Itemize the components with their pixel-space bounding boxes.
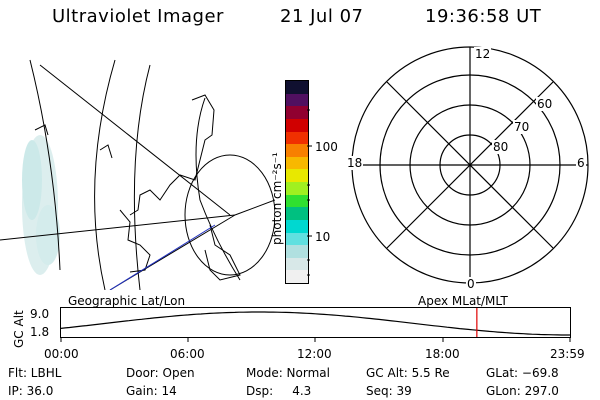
- apex-plot-caption: Apex MLat/MLT: [418, 294, 508, 308]
- geographic-map-caption: Geographic Lat/Lon: [68, 294, 186, 308]
- header-date: 21 Jul 07: [280, 6, 364, 27]
- orbit-y-tick-1-8: 1.8: [30, 325, 50, 339]
- satellite-track: [109, 224, 216, 290]
- colorbar: [285, 80, 309, 284]
- colorbar-step-9: [286, 156, 308, 170]
- polar-plot: [351, 46, 589, 284]
- orbit-altitude-plot: [60, 307, 571, 342]
- filter-status: Flt: LBHL: [8, 366, 62, 380]
- orbit-y-title: GC Alt: [12, 310, 26, 348]
- lat-label-80: 80: [492, 140, 510, 154]
- colorbar-step-11: [286, 131, 308, 145]
- colorbar-tick-10: 10: [315, 230, 331, 244]
- colorbar-step-0: [286, 270, 308, 283]
- colorbar-step-4: [286, 219, 308, 233]
- lat-lon-grid: [0, 59, 275, 290]
- header-time: 19:36:58 UT: [425, 6, 542, 27]
- colorbar-ticks: [307, 109, 312, 276]
- colorbar-step-8: [286, 169, 308, 182]
- colorbar-tick-100: 100: [315, 140, 338, 154]
- mlt-label-0: 0: [466, 277, 476, 291]
- dsp-status: Dsp: 4.3: [246, 384, 312, 398]
- colorbar-step-1: [286, 257, 308, 271]
- coastline: [34, 94, 241, 281]
- glat-status: GLat: −69.8: [486, 366, 559, 380]
- door-status: Door: Open: [126, 366, 195, 380]
- mlt-label-18: 18: [346, 156, 364, 170]
- polar-axis-diag2: [386, 81, 554, 249]
- gain-status: Gain: 14: [126, 384, 177, 398]
- colorbar-step-14: [286, 93, 308, 107]
- colorbar-step-7: [286, 182, 308, 195]
- orbit-x-tick-1200: 12:00: [297, 347, 332, 361]
- orbit-x-tick-2359: 23:59: [550, 347, 585, 361]
- colorbar-step-13: [286, 106, 308, 119]
- lat-label-70: 70: [513, 120, 531, 134]
- orbit-y-tick-9: 9.0: [30, 307, 50, 321]
- mlt-label-6: 6: [576, 156, 586, 170]
- colorbar-step-2: [286, 245, 308, 258]
- lat-label-60: 60: [536, 97, 554, 111]
- glon-status: GLon: 297.0: [486, 384, 559, 398]
- orbit-x-tick-1800: 18:00: [425, 347, 460, 361]
- ip-status: IP: 36.0: [8, 384, 54, 398]
- colorbar-step-3: [286, 232, 308, 246]
- mlt-label-12: 12: [474, 47, 492, 61]
- geographic-map: [0, 59, 275, 290]
- orbit-altitude-curve: [60, 311, 570, 336]
- colorbar-step-6: [286, 194, 308, 208]
- orbit-x-tick-0000: 00:00: [44, 347, 79, 361]
- aurora-emission: [22, 135, 60, 275]
- gc-alt-status: GC Alt: 5.5 Re: [366, 366, 450, 380]
- mode-status: Mode: Normal: [246, 366, 330, 380]
- app-title: Ultraviolet Imager: [52, 6, 224, 27]
- colorbar-step-10: [286, 144, 308, 157]
- orbit-x-tick-0600: 06:00: [170, 347, 205, 361]
- colorbar-step-15: [286, 81, 308, 94]
- seq-status: Seq: 39: [366, 384, 412, 398]
- colorbar-step-12: [286, 118, 308, 132]
- colorbar-unit-label: photon cm⁻²s⁻¹: [270, 152, 284, 245]
- colorbar-step-5: [286, 207, 308, 220]
